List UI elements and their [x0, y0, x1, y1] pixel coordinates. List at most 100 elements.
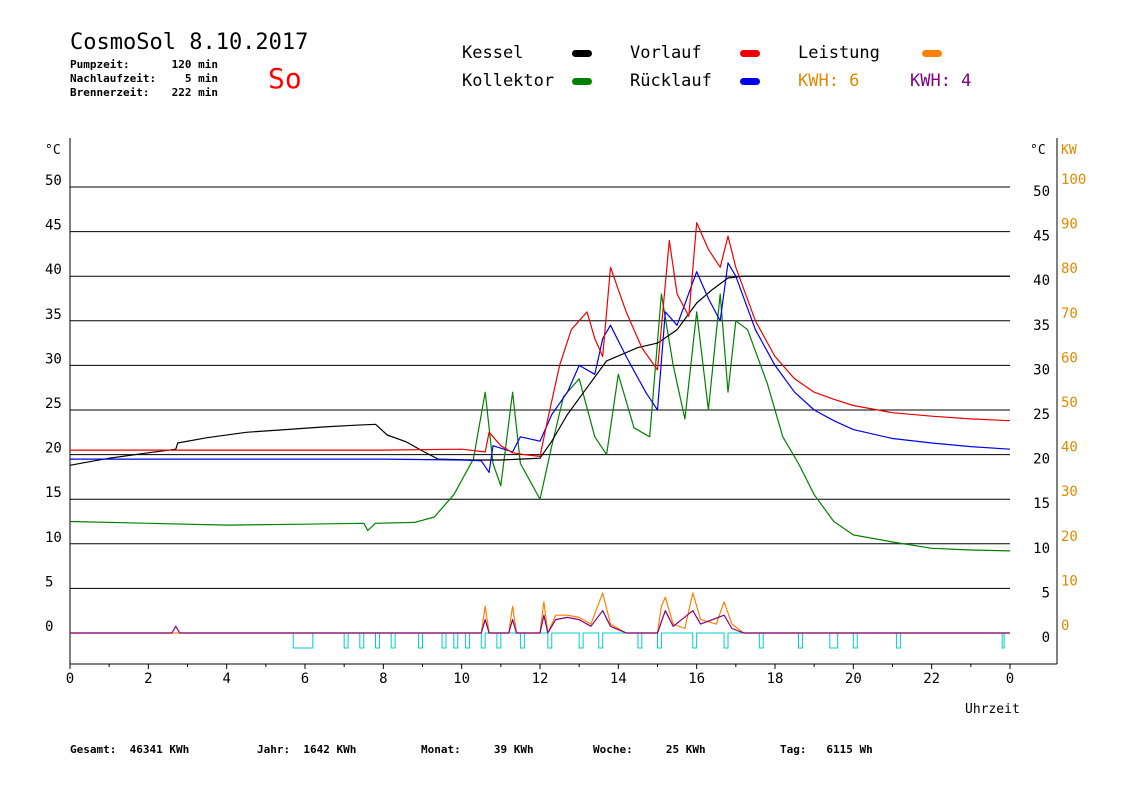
y-tick-label-left: 0: [45, 619, 53, 635]
y2-tick-label: 50: [1061, 395, 1078, 411]
param-row: Brennerzeit: 222 min: [70, 86, 218, 99]
left-axis-unit: °C: [45, 143, 61, 158]
y-tick-label-right: 30: [1033, 362, 1050, 378]
series-line-kwh: [70, 610, 1010, 634]
legend-vorlauf-label: Vorlauf: [630, 43, 702, 63]
y-tick-label-right: 5: [1042, 585, 1050, 601]
x-tick-label: 4: [222, 671, 230, 687]
param-value: 222 min: [171, 86, 218, 99]
chart-axes: [69, 138, 1058, 669]
y2-tick-label: 20: [1061, 529, 1078, 545]
x-tick-label: 10: [453, 671, 470, 687]
legend-kessel-label: Kessel: [462, 43, 524, 63]
y2-tick-label: 100: [1061, 172, 1086, 188]
y2-tick-label: 70: [1061, 306, 1078, 322]
y2-tick-label: 40: [1061, 440, 1078, 456]
y-tick-label-left: 50: [45, 173, 62, 189]
grid-lines: [70, 186, 1010, 589]
y-tick-label-right: 0: [1042, 630, 1050, 646]
legend-kollektor-swatch: [572, 78, 592, 85]
tick-labels: 0005510101020151530202040252550303060353…: [45, 172, 1086, 687]
y-tick-label-right: 15: [1033, 496, 1050, 512]
y-tick-label-right: 40: [1033, 273, 1050, 289]
legend-kessel-swatch: [572, 50, 592, 57]
legend-ruecklauf-swatch: [740, 78, 760, 85]
y2-tick-label: 10: [1061, 573, 1078, 589]
x-tick-label: 18: [767, 671, 784, 687]
x-tick-label: 22: [923, 671, 940, 687]
footer-jahr: Jahr: 1642 KWh: [257, 743, 356, 756]
footer-gesamt: Gesamt: 46341 KWh: [70, 743, 189, 756]
legend-leistung-label: Leistung: [798, 43, 880, 63]
y-tick-label-left: 20: [45, 441, 62, 457]
param-row: Pumpzeit: 120 min: [70, 58, 218, 71]
y2-tick-label: 80: [1061, 261, 1078, 277]
x-axis-label: Uhrzeit: [965, 702, 1020, 717]
footer-label: Jahr:: [257, 743, 291, 756]
param-label: Brennerzeit:: [70, 86, 150, 99]
series-line-kessel: [69, 275, 1010, 466]
footer-label: Monat:: [421, 743, 461, 756]
footer-value: 46341 KWh: [129, 743, 190, 756]
y-tick-label-right: 45: [1033, 229, 1050, 245]
footer-monat: Monat: 39 KWh: [421, 743, 534, 756]
kwh-orange-label: KWH: 6: [798, 71, 860, 91]
legend-ruecklauf-label: Rücklauf: [630, 71, 712, 91]
footer-value: 39 KWh: [493, 743, 534, 756]
footer-value: 6115 Wh: [826, 743, 873, 756]
y-tick-label-right: 25: [1033, 407, 1050, 423]
param-value: 5 min: [184, 72, 218, 85]
y2-tick-label: 30: [1061, 484, 1078, 500]
y-tick-label-left: 45: [45, 218, 62, 234]
param-value: 120 min: [171, 58, 218, 71]
y-tick-label-left: 35: [45, 307, 62, 323]
x-tick-label: 2: [144, 671, 152, 687]
y-tick-label-right: 50: [1033, 184, 1050, 200]
series-line-leistung: [70, 592, 1010, 634]
footer-tag: Tag: 6115 Wh: [780, 743, 873, 756]
legend-kollektor-label: Kollektor: [462, 71, 555, 91]
x-tick-label: 0: [66, 671, 74, 687]
y-tick-label-right: 10: [1033, 541, 1050, 557]
status-track-line: [70, 632, 1010, 649]
footer-value: 1642 KWh: [303, 743, 357, 756]
y-tick-label-left: 25: [45, 396, 62, 412]
x-tick-label: 12: [532, 671, 549, 687]
weekday-label: So: [268, 62, 302, 95]
param-label: Nachlaufzeit:: [70, 72, 157, 85]
x-tick-label: 8: [379, 671, 387, 687]
footer-value: 25 KWh: [665, 743, 706, 756]
footer-label: Woche:: [593, 743, 633, 756]
y-tick-label-left: 30: [45, 351, 62, 367]
x-tick-label: 0: [1006, 671, 1014, 687]
y-tick-label-right: 20: [1033, 452, 1050, 468]
y-tick-label-right: 35: [1033, 318, 1050, 334]
y-tick-label-left: 15: [45, 485, 62, 501]
series-line-ruecklauf: [70, 262, 1011, 473]
series-line-kollektor: [69, 293, 1011, 552]
param-row: Nachlaufzeit: 5 min: [70, 72, 218, 85]
footer-label: Gesamt:: [70, 743, 117, 756]
x-tick-label: 20: [845, 671, 862, 687]
param-label: Pumpzeit:: [70, 58, 130, 71]
x-tick-label: 16: [688, 671, 705, 687]
y-tick-label-left: 40: [45, 262, 62, 278]
legend-vorlauf-swatch: [740, 50, 760, 57]
series-line-vorlauf: [70, 222, 1011, 457]
right-axis-kw-unit: KW: [1061, 143, 1077, 158]
y2-tick-label: 90: [1061, 217, 1078, 233]
kwh-purple-label: KWH: 4: [910, 71, 972, 91]
right-axis-unit: °C: [1030, 143, 1046, 158]
x-tick-label: 14: [610, 671, 627, 687]
footer-woche: Woche: 25 KWh: [593, 743, 706, 756]
y2-tick-label: 60: [1061, 350, 1078, 366]
footer-label: Tag:: [780, 743, 807, 756]
chart-series: [69, 222, 1011, 649]
x-tick-label: 6: [301, 671, 309, 687]
y2-tick-label: 0: [1061, 618, 1069, 634]
legend-leistung-swatch: [922, 50, 942, 57]
y-tick-label-left: 10: [45, 530, 62, 546]
page-title: CosmoSol 8.10.2017: [70, 30, 309, 55]
y-tick-label-left: 5: [45, 574, 53, 590]
